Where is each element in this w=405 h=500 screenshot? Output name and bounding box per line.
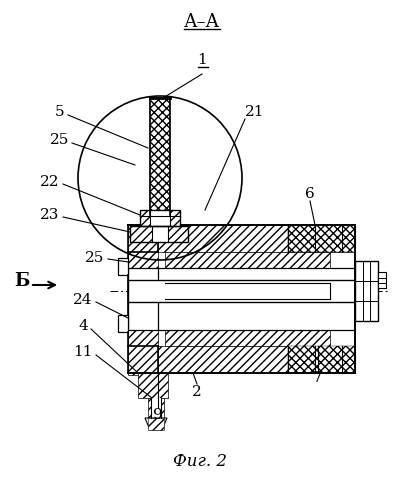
Bar [378,272,386,288]
Bar [165,330,330,346]
Bar [170,210,180,226]
Text: Фиг. 2: Фиг. 2 [173,454,227,470]
Bar [355,261,378,321]
Text: 5: 5 [55,105,65,119]
Bar [152,226,168,242]
Text: 6: 6 [305,187,315,201]
Bar [151,398,161,418]
Text: 11: 11 [73,345,93,359]
Bar [140,210,180,226]
Bar [130,226,188,242]
Bar [128,268,158,330]
Text: 25: 25 [50,133,70,147]
Bar [158,268,355,330]
Bar [150,210,170,226]
Bar [118,315,128,332]
Bar [158,225,355,252]
Bar [148,418,164,430]
Bar [148,398,164,418]
Bar [118,258,128,275]
Text: 22: 22 [40,175,60,189]
Bar [165,252,330,268]
Bar [128,225,158,375]
Bar [138,373,168,398]
Bar [130,226,152,242]
Text: 7: 7 [313,371,323,385]
Text: Б: Б [14,272,30,290]
Bar [128,280,355,302]
Text: 23: 23 [40,208,60,222]
Text: А–А: А–А [184,13,220,31]
Polygon shape [145,418,167,430]
Bar [288,225,355,252]
Text: 9: 9 [153,408,163,422]
Bar [140,210,150,226]
Text: 2: 2 [192,385,202,399]
Text: 25: 25 [85,251,104,265]
Text: 1: 1 [197,53,207,67]
Bar [150,98,170,215]
Text: 24: 24 [73,293,93,307]
Bar [288,346,355,373]
Text: 21: 21 [245,105,265,119]
Bar [158,346,355,373]
Text: 4: 4 [78,319,88,333]
Bar [168,226,188,242]
